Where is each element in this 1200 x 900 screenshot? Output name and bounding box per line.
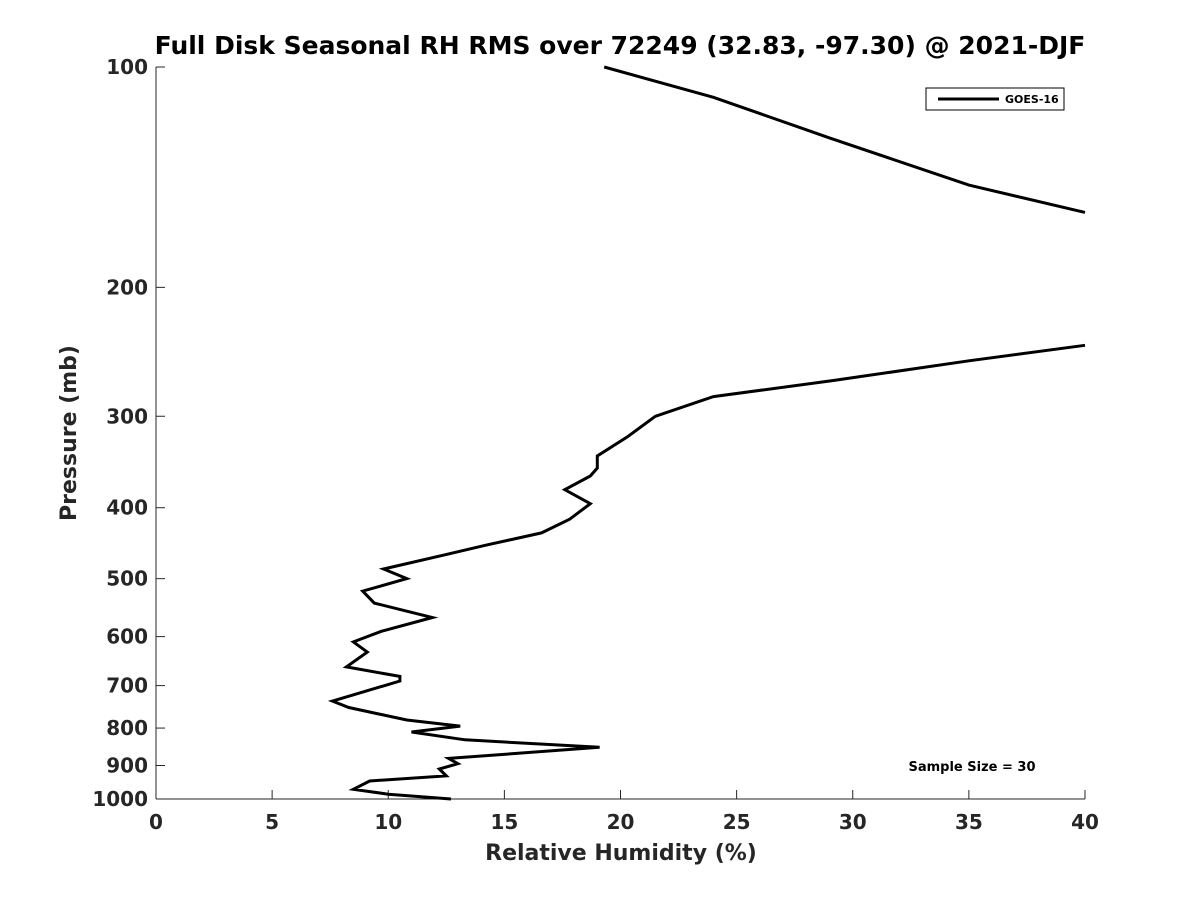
x-tick-label: 20 (607, 810, 635, 834)
x-tick-label: 35 (955, 810, 983, 834)
sample-size-annotation: Sample Size = 30 (908, 760, 1035, 775)
legend: GOES-16 (925, 87, 1065, 111)
y-tick-label: 800 (106, 716, 148, 740)
y-tick-label: 700 (106, 674, 148, 698)
x-axis-label: Relative Humidity (%) (485, 841, 757, 866)
y-tick-label: 900 (106, 754, 148, 778)
chart-title: Full Disk Seasonal RH RMS over 72249 (32… (155, 31, 1086, 60)
x-tick-label: 30 (839, 810, 867, 834)
x-axis-ticks: 0 5 10 15 20 25 30 35 40 (149, 790, 1099, 834)
y-tick-label: 600 (106, 625, 148, 649)
y-tick-label: 500 (106, 567, 148, 591)
x-tick-label: 0 (149, 810, 163, 834)
x-tick-label: 15 (490, 810, 518, 834)
x-tick-label: 40 (1071, 810, 1099, 834)
x-tick-label: 25 (723, 810, 751, 834)
series-layer (327, 65, 1086, 801)
y-axis-ticks: 100 200 300 400 500 600 700 800 900 1000 (92, 55, 165, 811)
y-tick-label: 1000 (92, 787, 148, 811)
x-tick-label: 10 (374, 810, 402, 834)
y-tick-label: 400 (106, 496, 148, 520)
series-line-goes-16 (327, 343, 1086, 801)
y-tick-label: 200 (106, 275, 148, 299)
y-axis-label: Pressure (mb) (57, 345, 82, 521)
y-tick-label: 300 (106, 404, 148, 428)
x-tick-label: 5 (265, 810, 279, 834)
series-line-goes-16 (603, 65, 1086, 214)
y-tick-label: 100 (106, 55, 148, 79)
legend-label-goes-16: GOES-16 (1005, 93, 1059, 106)
